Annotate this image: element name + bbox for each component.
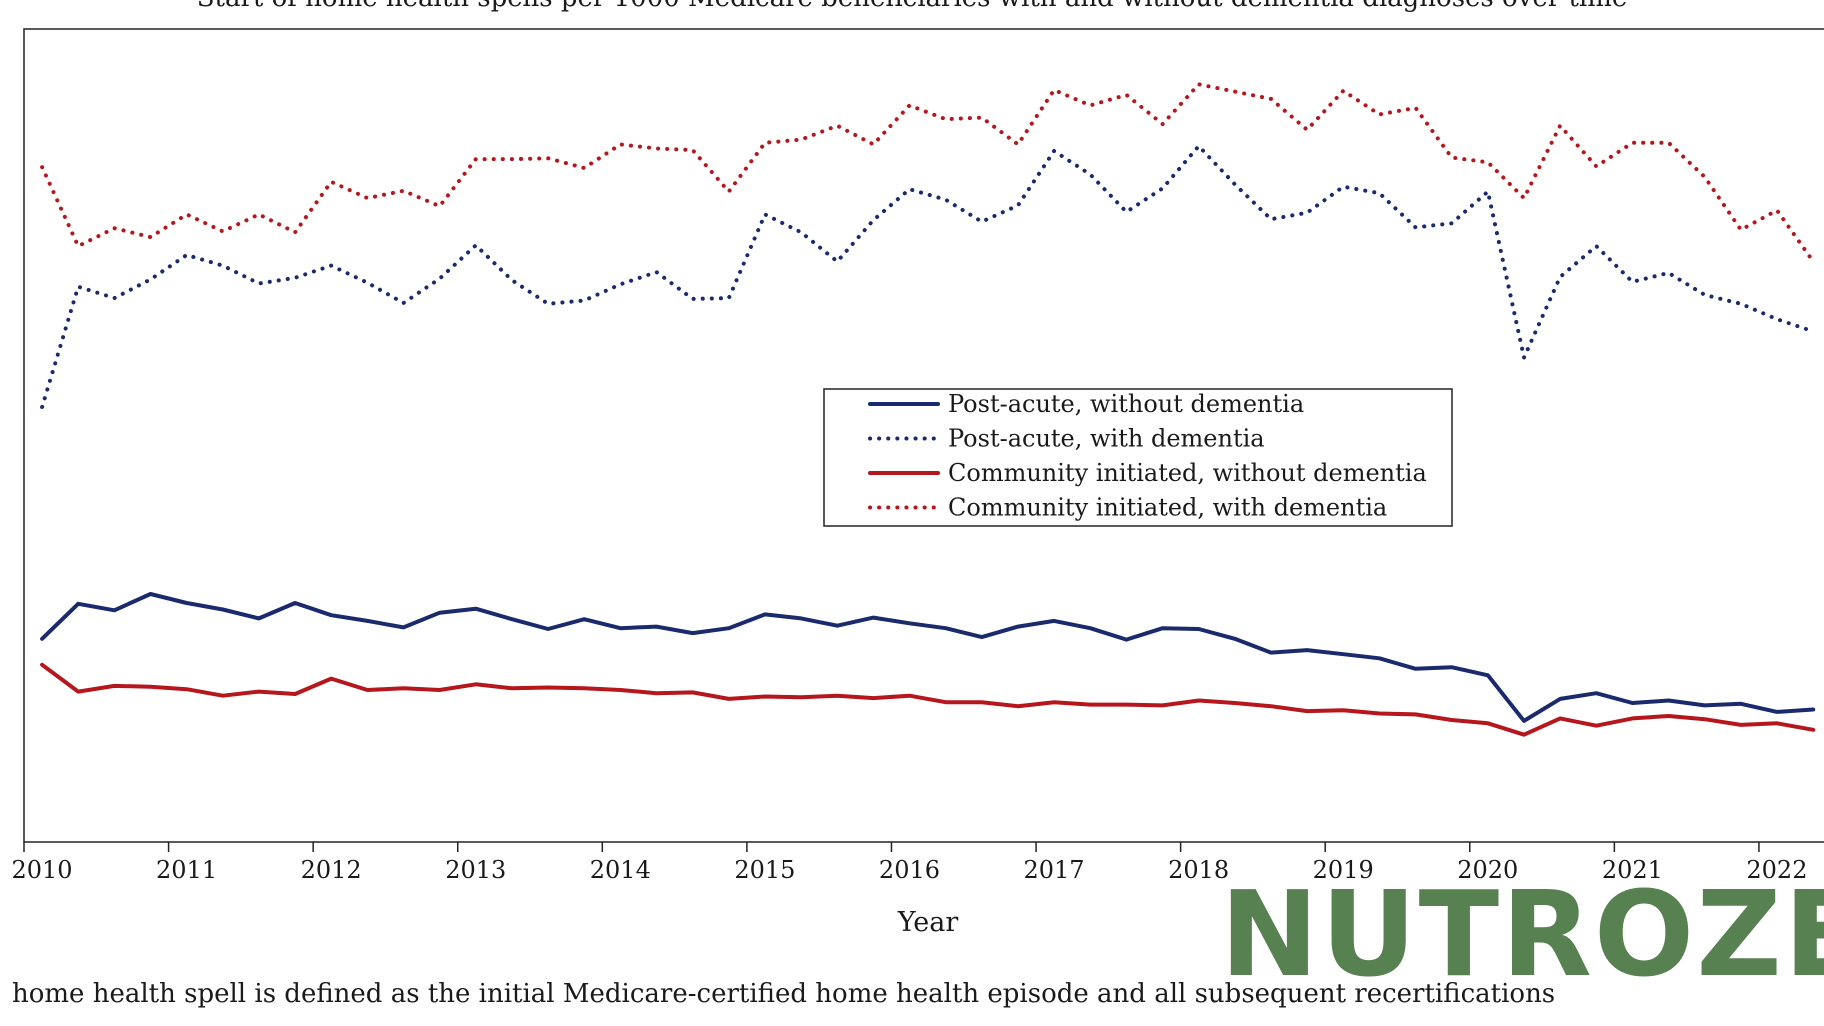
x-axis-title: Year bbox=[897, 907, 959, 938]
x-axis: 2010 2011 2012 2013 2014 2015 2016 2017 2018 2019… bbox=[11, 842, 1807, 884]
svg-text:NUTROZE: NUTROZE bbox=[1220, 865, 1824, 1003]
footnote-text: home health spell is defined as the init… bbox=[12, 979, 1555, 1009]
legend-label: Community initiated, without dementia bbox=[948, 459, 1427, 487]
x-tick-label: 2013 bbox=[445, 856, 506, 884]
x-tick-label: 2019 bbox=[1313, 856, 1374, 884]
plot-area bbox=[23, 28, 1824, 843]
legend: Post-acute, without dementia Post-acute, … bbox=[823, 388, 1453, 527]
series-line-4 bbox=[40, 82, 1816, 264]
x-tick-label: 2020 bbox=[1457, 856, 1518, 884]
legend-box bbox=[823, 388, 1453, 527]
series-line-1 bbox=[40, 592, 1816, 723]
watermark-logo: NUTROZE bbox=[1220, 865, 1824, 1003]
x-tick-label: 2012 bbox=[301, 856, 362, 884]
x-tick-label: 2018 bbox=[1168, 856, 1229, 884]
x-tick-label: 2017 bbox=[1024, 856, 1085, 884]
x-tick-label: 2011 bbox=[156, 856, 217, 884]
legend-label: Post-acute, without dementia bbox=[948, 390, 1304, 418]
legend-label: Post-acute, with dementia bbox=[948, 425, 1265, 453]
x-tick-label: 2016 bbox=[879, 856, 940, 884]
series-layer bbox=[40, 82, 1816, 737]
x-tick-label: 2015 bbox=[734, 856, 795, 884]
chart-title: Start of home health spells per 1000 Med… bbox=[197, 0, 1628, 13]
series-line-2 bbox=[40, 144, 1816, 409]
x-tick-label: 2021 bbox=[1602, 856, 1663, 884]
x-tick-label: 2010 bbox=[11, 856, 72, 884]
x-tick-label: 2014 bbox=[590, 856, 651, 884]
legend-label: Community initiated, with dementia bbox=[948, 494, 1387, 522]
x-tick-label: 2022 bbox=[1746, 856, 1807, 884]
series-line-3 bbox=[40, 662, 1816, 737]
